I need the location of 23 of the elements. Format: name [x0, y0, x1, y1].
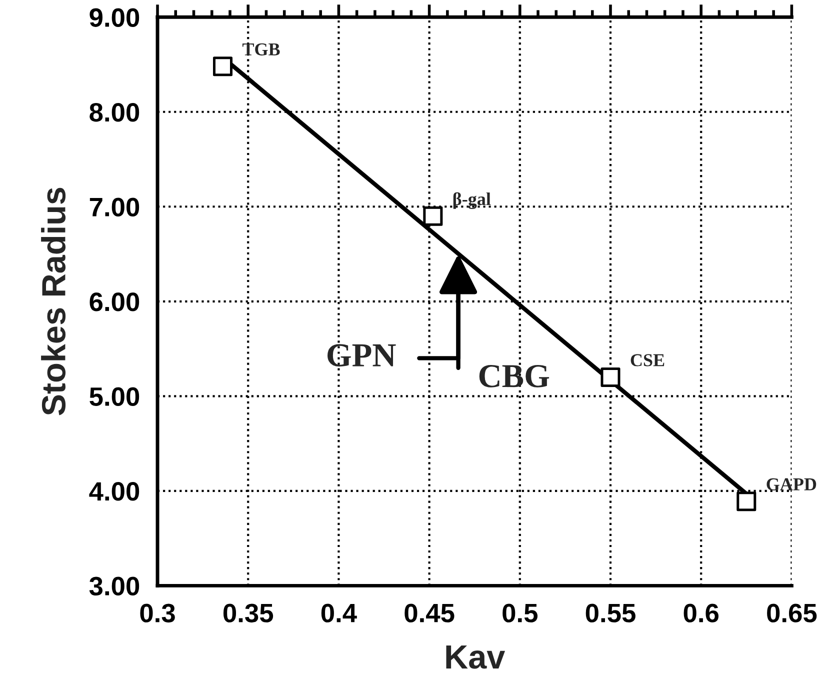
- y-tick-label: 4.00: [89, 482, 140, 501]
- y-tick-label: 9.00: [90, 8, 140, 27]
- y-tick-label: 8.00: [90, 103, 140, 122]
- annotation: β-gal: [453, 192, 491, 209]
- x-tick-label: 0.45: [404, 604, 454, 622]
- x-tick-label: 0.4: [321, 604, 357, 622]
- y-tick-label: 5.00: [90, 387, 140, 406]
- x-tick-label: 0.55: [586, 604, 636, 622]
- annotation: GPN: [328, 344, 396, 367]
- annotation: GAPD: [766, 478, 816, 490]
- x-tick-label: 0.6: [684, 604, 718, 622]
- x-axis-title: Kav: [446, 646, 506, 669]
- x-tick-label: 0.65: [767, 604, 817, 622]
- y-tick-label: 7.00: [90, 198, 140, 216]
- x-tick-label: 0.3: [140, 604, 175, 622]
- y-tick-label: 6.00: [90, 292, 140, 312]
- x-tick-label: 0.5: [502, 604, 538, 622]
- annotation: CSE: [630, 354, 664, 366]
- annotation: TGB: [242, 43, 280, 56]
- y-axis-title: Stokes Radius: [41, 188, 66, 416]
- y-tick-label: 3.00: [89, 576, 140, 596]
- x-tick-label: 0.35: [223, 604, 274, 622]
- annotation: CBG: [479, 364, 550, 388]
